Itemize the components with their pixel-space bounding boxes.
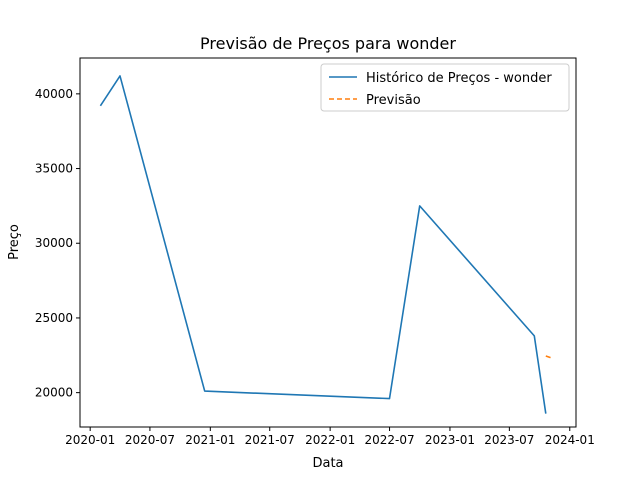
- legend: Histórico de Preços - wonder Previsão: [320, 63, 570, 112]
- y-tick-label: 40000: [35, 87, 73, 101]
- x-tick-label: 2020-07: [125, 433, 175, 447]
- x-tick-label: 2024-01: [545, 433, 595, 447]
- y-tick-label: 20000: [35, 386, 73, 400]
- x-tick-label: 2021-01: [185, 433, 235, 447]
- x-tick-label: 2020-01: [65, 433, 115, 447]
- x-tick-label: 2023-07: [484, 433, 534, 447]
- x-tick-label: 2022-07: [364, 433, 414, 447]
- chart-title: Previsão de Preços para wonder: [200, 34, 456, 53]
- x-axis-label: Data: [312, 456, 343, 471]
- legend-label-1: Previsão: [366, 93, 421, 108]
- y-tick-label: 35000: [35, 162, 73, 176]
- x-tick-label: 2021-07: [245, 433, 295, 447]
- y-tick-label: 30000: [35, 236, 73, 250]
- axes: 2020-01 2020-07 2021-01 2021-07 2022-01 2022-…: [35, 57, 595, 447]
- y-axis-label: Preço: [7, 224, 22, 260]
- plot-area: [99, 75, 553, 414]
- legend-label-0: Histórico de Preços - wonder: [366, 71, 552, 86]
- series-line-0: [99, 75, 547, 414]
- legend-box: [320, 63, 570, 112]
- x-tick-label: 2023-01: [425, 433, 475, 447]
- x-tick-label: 2022-01: [305, 433, 355, 447]
- series-line-1: [545, 355, 553, 360]
- axes-frame: [79, 57, 577, 428]
- y-tick-label: 25000: [35, 311, 73, 325]
